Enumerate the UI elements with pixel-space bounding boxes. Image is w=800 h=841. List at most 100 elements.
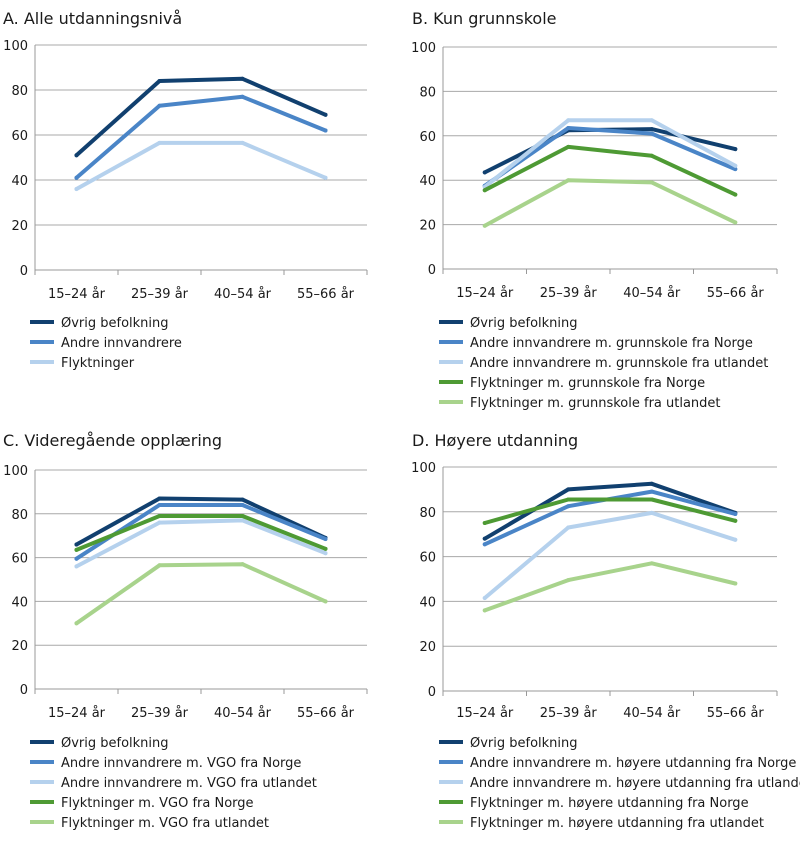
- series-line: [482, 497, 738, 525]
- data-point: [482, 223, 487, 228]
- data-point: [74, 556, 79, 561]
- data-point: [157, 79, 162, 83]
- data-point: [733, 220, 738, 225]
- data-point: [482, 536, 487, 541]
- data-point: [240, 497, 245, 502]
- y-tick-label: 60: [11, 129, 28, 144]
- chart-panel-d: D. Høyere utdanning 0 20 40 60 80 100 15–24 år 2…: [411, 431, 800, 831]
- data-point: [566, 126, 571, 131]
- data-point: [323, 128, 328, 133]
- x-tick-label: 25–39 år: [131, 706, 189, 721]
- y-tick-label: 80: [11, 84, 28, 99]
- series-line: [74, 518, 328, 569]
- data-point: [323, 536, 328, 541]
- y-tick-label: 100: [411, 41, 436, 56]
- legend-label: Flyktninger m. VGO fra utlandet: [61, 816, 269, 831]
- y-tick-label: 0: [20, 683, 28, 698]
- x-tick-label: 25–39 år: [540, 286, 598, 301]
- data-point: [649, 118, 654, 123]
- data-point: [323, 551, 328, 556]
- data-point: [240, 562, 245, 567]
- data-point: [566, 487, 571, 492]
- series-line: [74, 140, 328, 191]
- data-point: [240, 94, 245, 99]
- data-point: [733, 512, 738, 517]
- y-tick-label: 80: [11, 508, 28, 523]
- data-point: [649, 510, 654, 515]
- x-tick-label: 40–54 år: [214, 287, 272, 302]
- x-tick-label: 15–24 år: [48, 706, 106, 721]
- data-point: [733, 537, 738, 542]
- x-tick-label: 40–54 år: [623, 286, 681, 301]
- data-point: [649, 481, 654, 486]
- y-tick-label: 60: [419, 551, 436, 566]
- data-point: [240, 513, 245, 518]
- data-point: [733, 147, 738, 152]
- data-point: [482, 596, 487, 601]
- x-tick-label: 15–24 år: [456, 286, 514, 301]
- data-point: [482, 188, 487, 193]
- data-point: [649, 497, 654, 502]
- data-point: [240, 76, 245, 81]
- data-point: [74, 547, 79, 552]
- data-point: [157, 503, 162, 508]
- data-point: [649, 127, 654, 132]
- data-point: [74, 153, 79, 158]
- legend-label: Øvrig befolkning: [470, 316, 578, 331]
- y-tick-label: 60: [419, 130, 436, 145]
- x-tick-label: 15–24 år: [48, 287, 106, 302]
- legend-label: Flyktninger m. grunnskole fra Norge: [470, 376, 705, 391]
- data-point: [323, 599, 328, 604]
- data-point: [323, 546, 328, 551]
- y-tick-label: 100: [411, 461, 436, 476]
- legend-label: Andre innvandrere m. VGO fra Norge: [61, 756, 301, 771]
- x-tick-label: 55–66 år: [297, 706, 355, 721]
- data-point: [733, 581, 738, 586]
- legend-label: Flyktninger m. høyere utdanning fra Norg…: [470, 796, 749, 811]
- series-line: [74, 562, 328, 626]
- data-point: [733, 192, 738, 197]
- data-point: [74, 621, 79, 626]
- series-line: [482, 561, 738, 613]
- legend-label: Andre innvandrere m. VGO fra utlandet: [61, 776, 317, 791]
- y-tick-label: 20: [11, 639, 28, 654]
- data-point: [566, 578, 571, 583]
- data-point: [240, 503, 245, 508]
- data-point: [74, 564, 79, 569]
- data-point: [733, 518, 738, 523]
- y-tick-label: 100: [3, 39, 28, 54]
- data-point: [74, 542, 79, 547]
- series-line: [482, 118, 738, 189]
- series-line: [74, 496, 328, 547]
- series-line: [482, 144, 738, 197]
- data-point: [733, 163, 738, 168]
- data-point: [566, 497, 571, 502]
- legend-label: Øvrig befolkning: [61, 736, 169, 751]
- data-point: [157, 496, 162, 501]
- chart-title: B. Kun grunnskole: [412, 9, 556, 28]
- data-point: [157, 103, 162, 108]
- y-tick-label: 0: [20, 264, 28, 279]
- legend-label: Flyktninger: [61, 356, 135, 371]
- data-point: [482, 170, 487, 175]
- data-point: [649, 561, 654, 566]
- y-tick-label: 80: [419, 85, 436, 100]
- y-tick-label: 20: [11, 219, 28, 234]
- y-tick-label: 20: [419, 219, 436, 234]
- data-point: [157, 563, 162, 568]
- x-tick-label: 55–66 år: [707, 286, 765, 301]
- x-tick-label: 40–54 år: [623, 706, 681, 721]
- data-point: [240, 140, 245, 145]
- data-point: [649, 180, 654, 185]
- data-point: [482, 542, 487, 547]
- chart-title: A. Alle utdanningsnivå: [3, 9, 182, 28]
- y-tick-label: 20: [419, 640, 436, 655]
- x-tick-label: 25–39 år: [540, 706, 598, 721]
- data-point: [74, 175, 79, 180]
- x-tick-label: 55–66 år: [297, 287, 355, 302]
- x-tick-label: 40–54 år: [214, 706, 272, 721]
- y-tick-label: 60: [11, 552, 28, 567]
- data-point: [74, 187, 79, 191]
- series-line: [74, 94, 328, 180]
